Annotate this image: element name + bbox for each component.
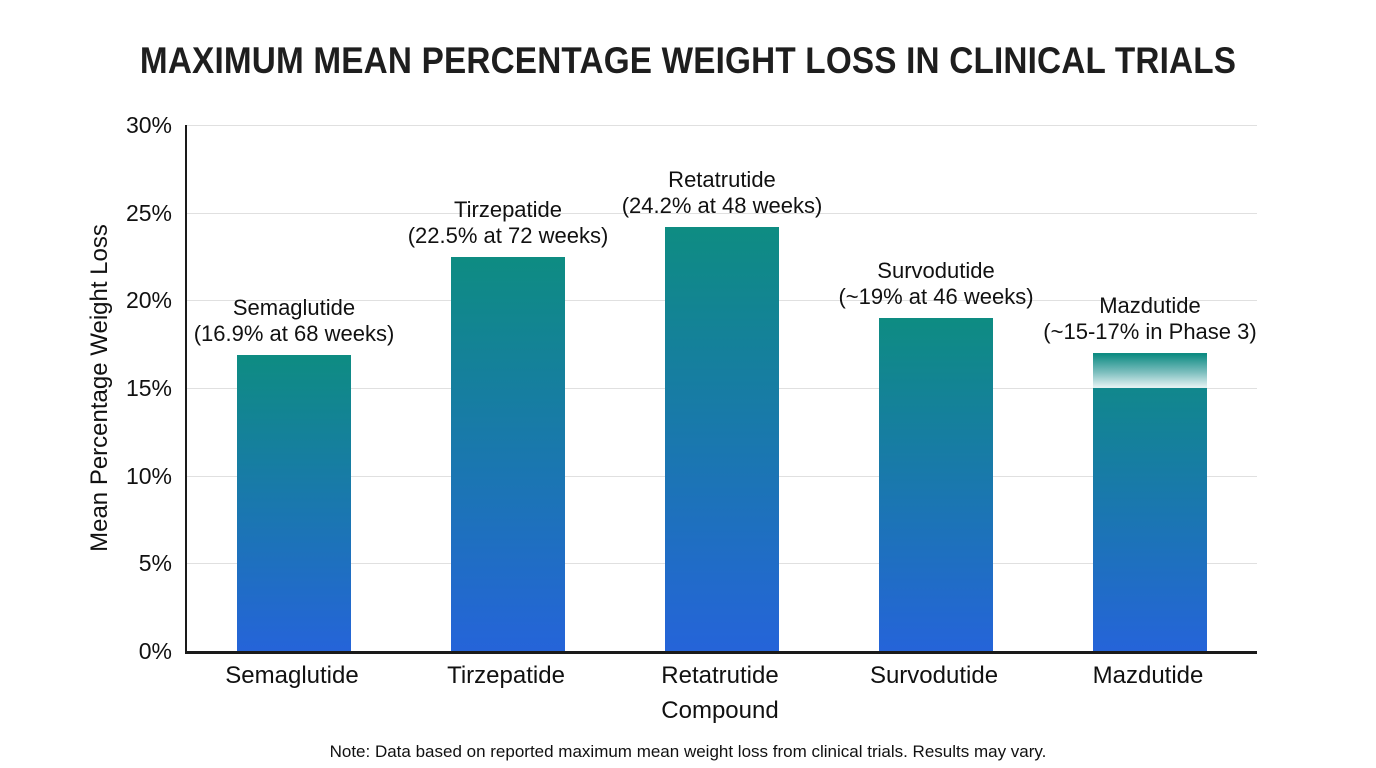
y-tick-25%: 25% <box>125 199 172 226</box>
annotation-detail: (~15-17% in Phase 3) <box>1043 318 1257 344</box>
annotation-name: Mazdutide <box>1099 292 1201 318</box>
bar-semaglutide <box>237 354 351 651</box>
bar-annotation-semaglutide: Semaglutide (16.9% at 68 weeks) <box>194 295 395 347</box>
bar-fade-overlay <box>1093 352 1207 388</box>
bar-mazdutide <box>1093 352 1207 651</box>
annotation-name: Survodutide <box>877 257 995 283</box>
x-tick-semaglutide: Semaglutide <box>225 662 359 689</box>
x-tick-tirzepatide: Tirzepatide <box>447 662 565 689</box>
annotation-detail: (~19% at 46 weeks) <box>838 283 1034 309</box>
y-axis-tick-labels: 0% 5% 10% 15% 20% 25% 30% <box>0 112 172 664</box>
y-tick-10%: 10% <box>125 462 172 489</box>
bar-tirzepatide <box>451 256 565 651</box>
footnote: Note: Data based on reported maximum mea… <box>329 742 1047 761</box>
bar-retatrutide <box>665 226 779 651</box>
x-tick-survodutide: Survodutide <box>869 662 999 689</box>
annotation-detail: (22.5% at 72 weeks) <box>407 222 609 248</box>
annotation-detail: (24.2% at 48 weeks) <box>621 192 823 218</box>
bar-annotation-tirzepatide: Tirzepatide (22.5% at 72 weeks) <box>408 197 609 249</box>
plot-area: Semaglutide (16.9% at 68 weeks) Tirzepatid… <box>185 125 1257 654</box>
chart-title-text: MAXIMUM MEAN PERCENTAGE WEIGHT LOSS IN C… <box>139 40 1237 81</box>
x-axis-title: Compound <box>661 697 779 724</box>
y-tick-30%: 30% <box>125 112 172 138</box>
bar-survodutide <box>879 317 993 651</box>
bar-annotation-mazdutide: Mazdutide (~15-17% in Phase 3) <box>1043 293 1256 345</box>
gridline-25% <box>187 212 1257 214</box>
gridline-30% <box>187 125 1257 126</box>
y-tick-0%: 0% <box>138 638 172 664</box>
chart-title: MAXIMUM MEAN PERCENTAGE WEIGHT LOSS IN C… <box>0 40 1376 82</box>
annotation-name: Retatrutide <box>668 166 776 192</box>
bar-annotation-survodutide: Survodutide (~19% at 46 weeks) <box>838 258 1033 310</box>
y-tick-5%: 5% <box>138 550 172 577</box>
y-tick-15%: 15% <box>125 375 172 401</box>
x-tick-retatrutide: Retatrutide <box>661 662 779 689</box>
x-tick-mazdutide: Mazdutide <box>1092 662 1204 689</box>
annotation-name: Semaglutide <box>232 294 356 320</box>
annotation-name: Tirzepatide <box>453 196 563 222</box>
annotation-detail: (16.9% at 68 weeks) <box>193 320 395 346</box>
y-tick-20%: 20% <box>125 287 172 314</box>
bar-annotation-retatrutide: Retatrutide (24.2% at 48 weeks) <box>622 167 823 219</box>
x-axis-tick-labels: Semaglutide Tirzepatide Retatrutide Survodu… <box>185 654 1255 690</box>
